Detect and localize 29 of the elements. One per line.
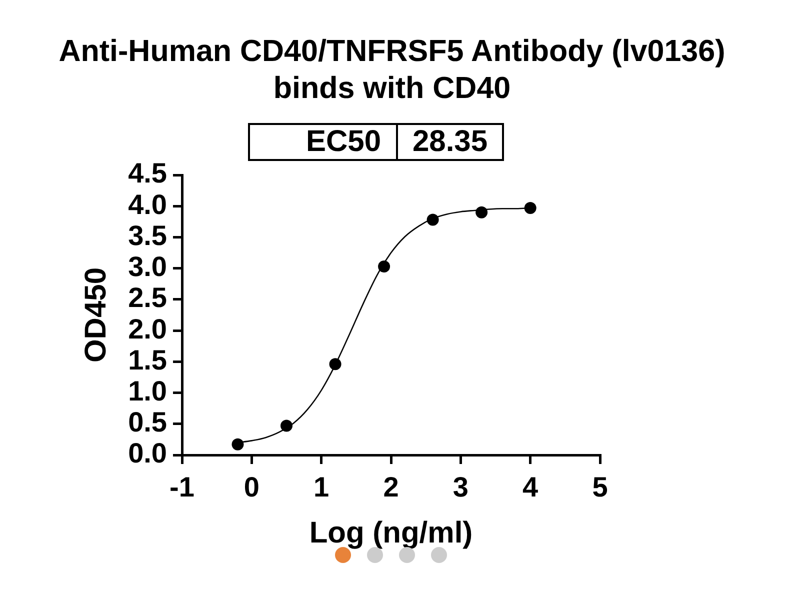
x-tick-label: 0 xyxy=(244,472,260,503)
y-tick-label: 4.0 xyxy=(128,188,167,220)
point xyxy=(280,420,292,432)
y-tick-label: 3.0 xyxy=(128,251,167,282)
x-tick-label: 4 xyxy=(522,472,539,503)
y-tick-label: 2.0 xyxy=(128,313,167,344)
point xyxy=(232,438,244,450)
x-tick-label: 5 xyxy=(592,472,608,503)
text: EC50 xyxy=(304,125,381,159)
y-tick-label: 0.5 xyxy=(128,406,167,438)
y-axis-title: OD450 xyxy=(79,267,112,363)
x-tick-label: 3 xyxy=(452,472,468,503)
y-tick-label: 1.5 xyxy=(128,344,167,376)
text: 28.35 xyxy=(411,125,489,159)
x-tick-label: 1 xyxy=(314,472,330,503)
point xyxy=(476,206,488,218)
x-axis-title: Log (ng/ml) xyxy=(309,516,473,550)
y-tick-label: 4.5 xyxy=(128,158,167,189)
y-tick-label: 3.5 xyxy=(128,220,167,251)
y-tick-label: 2.5 xyxy=(128,282,167,314)
point xyxy=(524,202,536,214)
point xyxy=(329,358,342,370)
chart-title: Anti-Human CD40/TNFRSF5 Antibody (lv0136) binds with CD40 xyxy=(58,33,726,107)
x-tick-label: 2 xyxy=(383,472,399,503)
point xyxy=(378,260,390,272)
y-tick-label: 1.0 xyxy=(128,375,167,406)
y-tick-label: 0.0 xyxy=(128,438,167,469)
x-tick-label: -1 xyxy=(170,472,194,503)
point xyxy=(426,214,439,226)
